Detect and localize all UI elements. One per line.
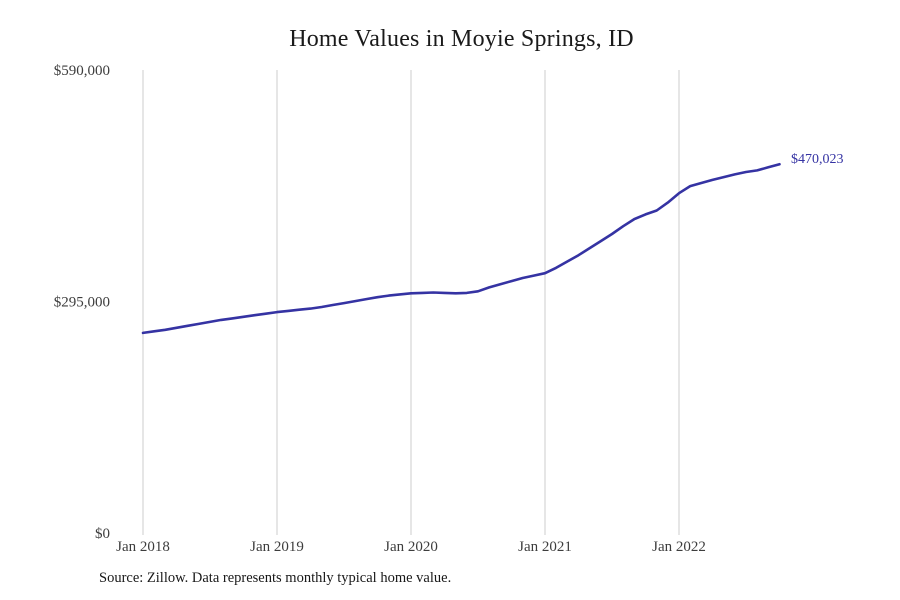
x-tick-label: Jan 2019 <box>250 539 304 555</box>
x-tick-label: Jan 2020 <box>384 539 438 555</box>
x-tick-label: Jan 2021 <box>518 539 572 555</box>
home-value-series-line <box>141 162 781 335</box>
x-tick-label: Jan 2022 <box>652 539 706 555</box>
latest-value-label: $470,023 <box>791 152 844 167</box>
chart-title: Home Values in Moyie Springs, ID <box>289 26 634 52</box>
y-tick-label: $295,000 <box>54 295 110 311</box>
source-note: Source: Zillow. Data represents monthly … <box>99 570 452 586</box>
y-tick-label: $590,000 <box>54 63 110 79</box>
x-tick-label: Jan 2018 <box>116 539 170 555</box>
y-tick-label: $0 <box>95 526 110 542</box>
